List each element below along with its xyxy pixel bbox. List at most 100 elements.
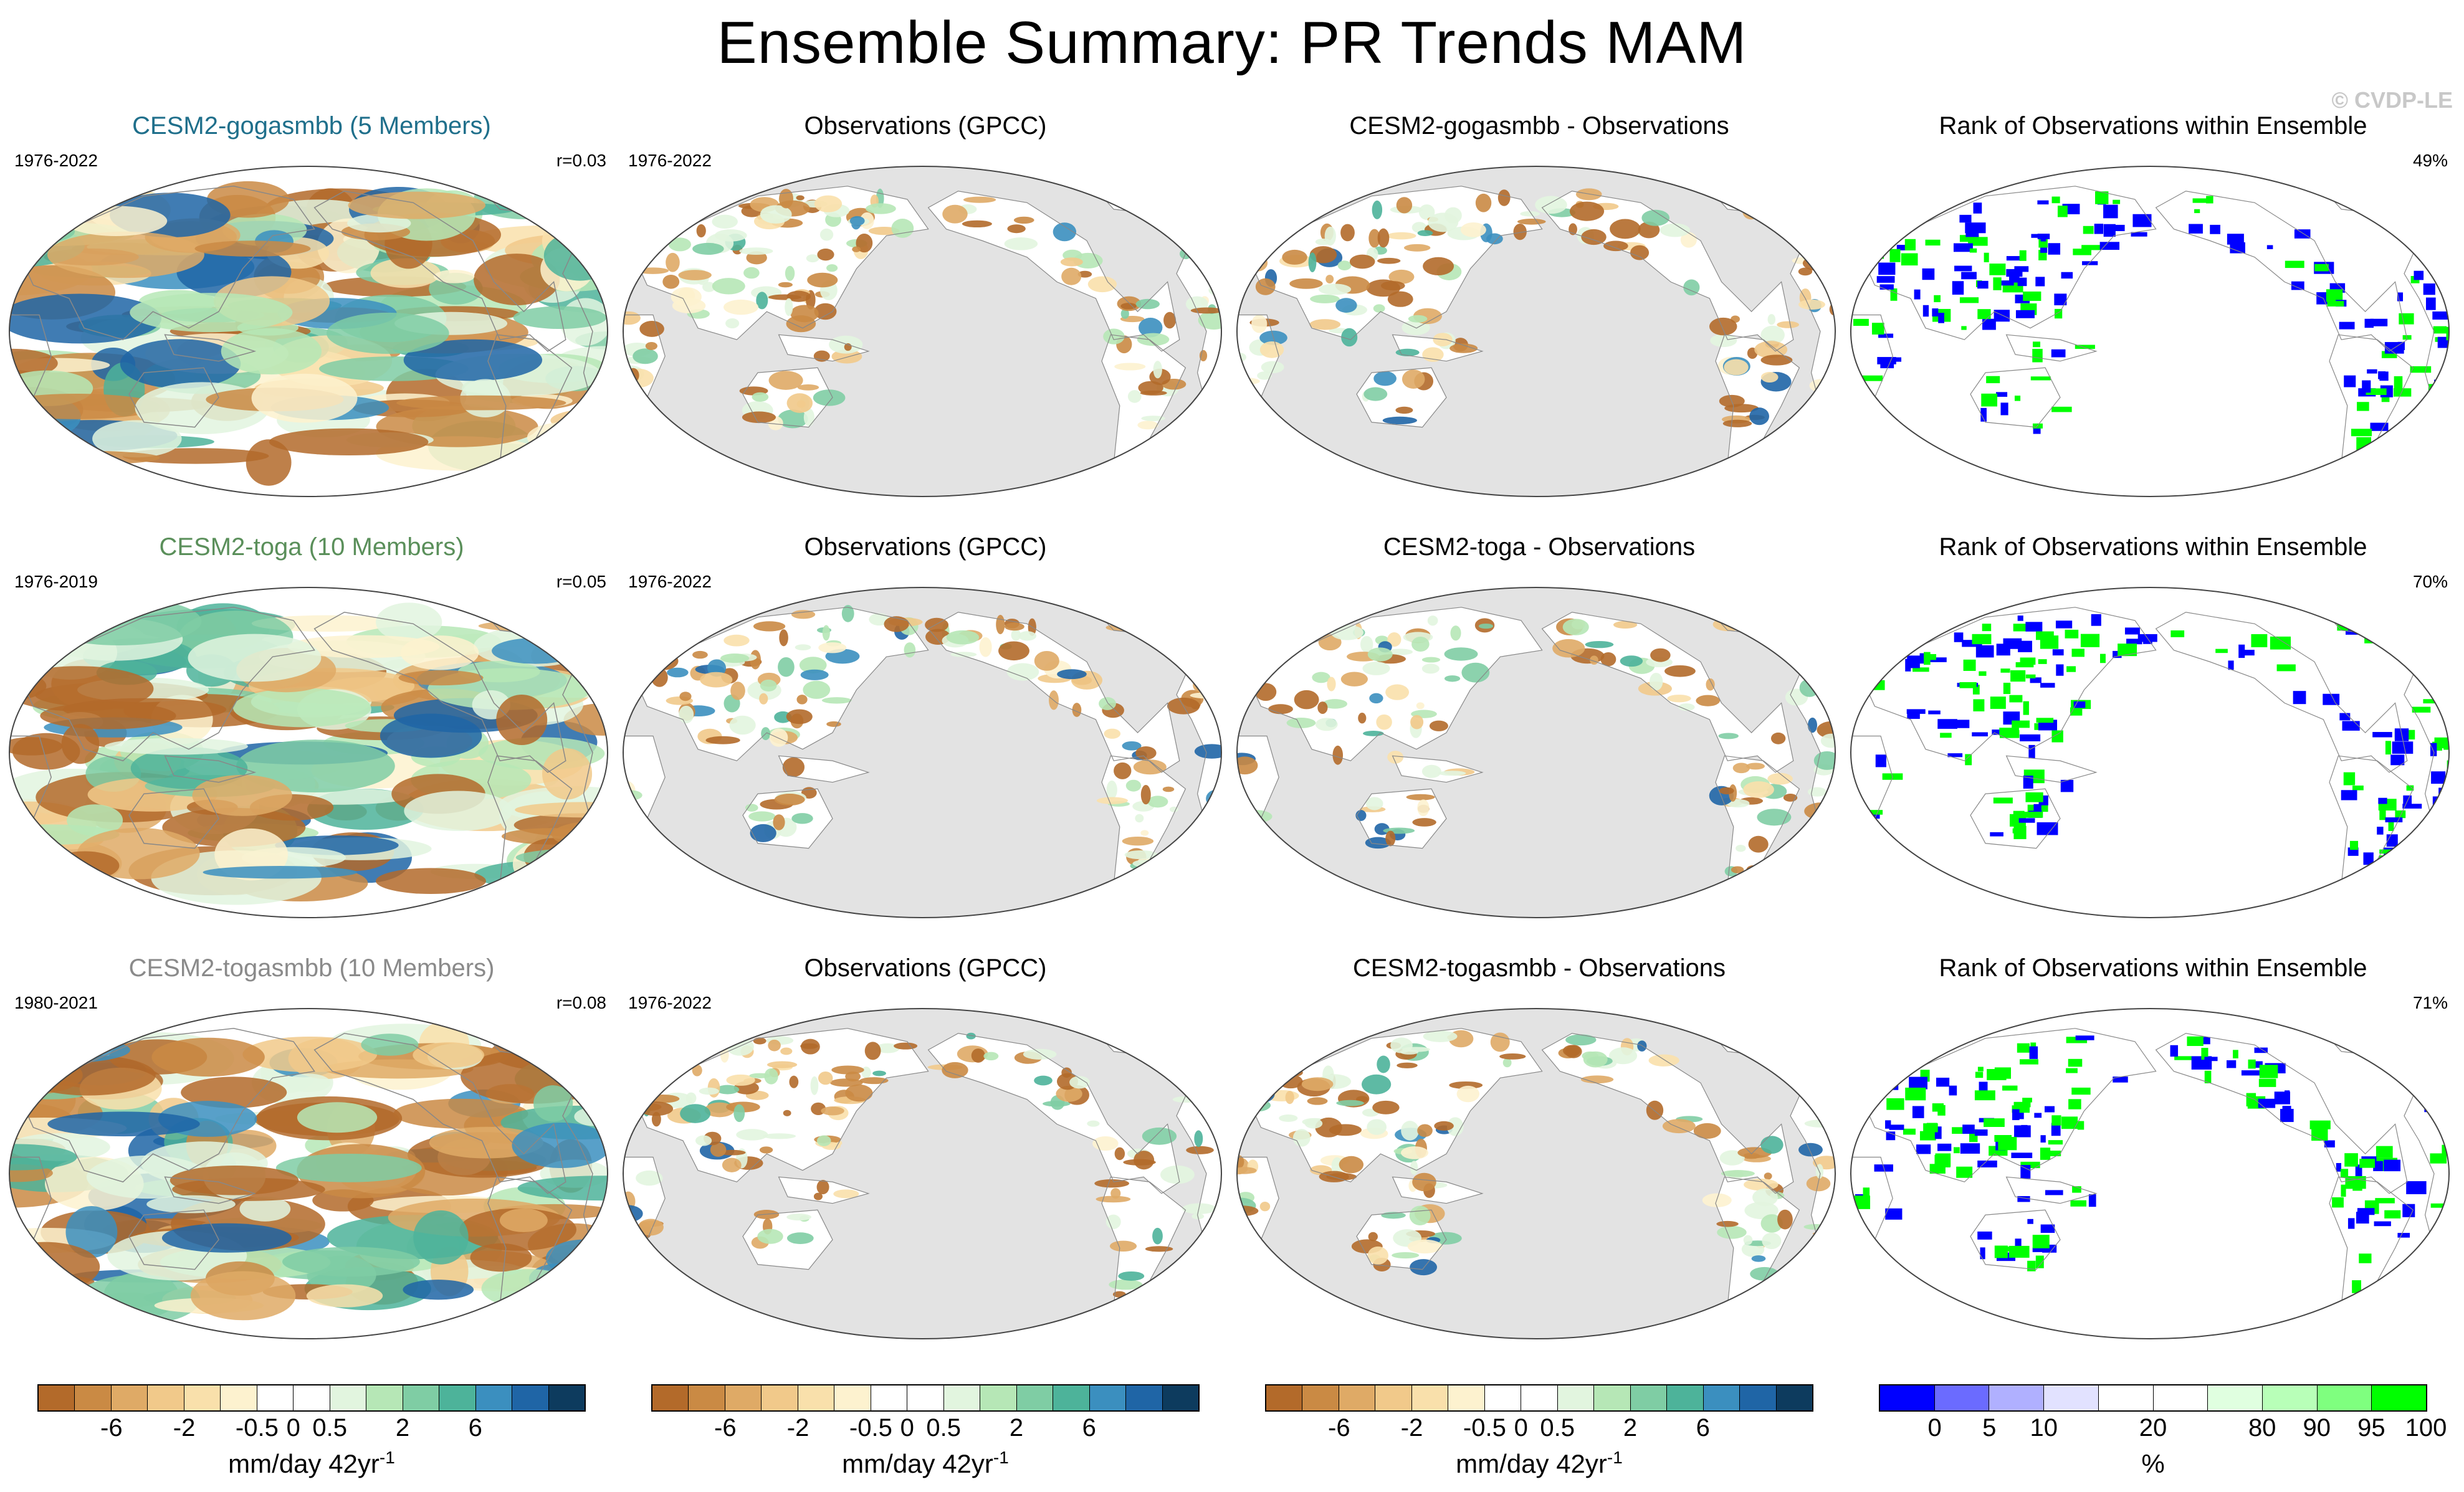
trend-blob bbox=[1608, 1047, 1638, 1065]
colorbar-tick-label: 0 bbox=[286, 1414, 300, 1442]
rank-cell bbox=[2364, 318, 2374, 328]
land-mask bbox=[1542, 191, 1793, 351]
trend-blob bbox=[1777, 321, 1799, 328]
rank-cell bbox=[2327, 301, 2344, 306]
diff-map bbox=[1236, 166, 1836, 497]
obs-map bbox=[623, 166, 1222, 497]
trend-blob bbox=[1428, 212, 1459, 232]
trend-blob bbox=[1710, 334, 1737, 348]
rank-cell bbox=[2020, 1161, 2040, 1169]
rank-cell bbox=[1896, 245, 1911, 250]
rank-cell bbox=[1997, 280, 2014, 286]
trend-blob bbox=[1427, 615, 1438, 626]
colorbar-swatch bbox=[871, 1385, 908, 1410]
rank-cell bbox=[2056, 664, 2064, 676]
trend-blob bbox=[1407, 1239, 1443, 1254]
rank-cell bbox=[2032, 1247, 2051, 1252]
trend-blob bbox=[818, 642, 847, 653]
rank-cell bbox=[2431, 771, 2446, 784]
rank-cell bbox=[2000, 668, 2010, 673]
trend-blob bbox=[1402, 369, 1425, 389]
panel-title: CESM2-gogasmbb (5 Members) bbox=[132, 112, 491, 140]
rank-cell bbox=[1972, 634, 1992, 645]
colorbar-tick-label: -6 bbox=[100, 1414, 123, 1442]
coastline bbox=[1790, 661, 1835, 840]
trend-blob bbox=[1400, 1049, 1419, 1055]
rank-cell bbox=[2088, 1194, 2096, 1207]
rank-cell bbox=[2048, 243, 2061, 255]
trend-blob bbox=[515, 802, 608, 818]
rank-cell bbox=[2023, 701, 2029, 715]
pr-diff-colorbar: -6 -2 -0.5 0 0.5 2 6 mm/day 42yr-1 bbox=[1265, 1384, 1813, 1490]
trend-blob bbox=[1580, 1075, 1614, 1084]
trend-blob bbox=[1259, 341, 1284, 358]
trend-blob bbox=[1286, 717, 1316, 728]
rank-cell bbox=[2206, 196, 2213, 204]
rank-cell bbox=[2204, 1070, 2212, 1083]
trend-blob bbox=[685, 1092, 697, 1105]
trend-blob bbox=[1368, 1232, 1378, 1242]
coastline bbox=[1790, 1082, 1835, 1261]
rank-cell bbox=[2294, 229, 2311, 239]
trend-blob bbox=[725, 318, 740, 329]
trend-blob bbox=[1147, 796, 1168, 808]
colorbar-swatch bbox=[1630, 1385, 1668, 1410]
rank-cell bbox=[2014, 396, 2021, 401]
trend-blob bbox=[1395, 406, 1413, 414]
rank-cell bbox=[2009, 275, 2020, 283]
rank-cell bbox=[2379, 807, 2386, 820]
rank-cell bbox=[2015, 310, 2035, 318]
trend-blob bbox=[1104, 728, 1121, 739]
trend-blob bbox=[1722, 419, 1752, 427]
rank-cell bbox=[2032, 349, 2043, 363]
rank-cell bbox=[1877, 357, 1896, 364]
rank-cell bbox=[2003, 638, 2022, 649]
colorbar-tick-label: 0.5 bbox=[1540, 1414, 1575, 1442]
trend-blob bbox=[774, 793, 805, 806]
rank-cell bbox=[2346, 615, 2367, 622]
rank-cell bbox=[2187, 1036, 2204, 1047]
trend-blob bbox=[1237, 756, 1258, 775]
obs-panel: Observations (GPCC) 1976-2022 bbox=[617, 107, 1234, 506]
trend-blob bbox=[1336, 1100, 1364, 1106]
rank-cell bbox=[2094, 224, 2104, 234]
rank-cell bbox=[2254, 1047, 2268, 1053]
rank-cell bbox=[2032, 423, 2043, 429]
trend-blob bbox=[1200, 242, 1221, 260]
rank-cell bbox=[1937, 1105, 1946, 1116]
rank-cell bbox=[2438, 834, 2449, 846]
rank-cell bbox=[1912, 1106, 1924, 1118]
rank-cell bbox=[2055, 620, 2073, 629]
land-mask bbox=[2006, 335, 2096, 361]
rank-cell bbox=[2040, 1135, 2046, 1143]
trend-blob bbox=[1109, 1279, 1143, 1290]
trend-blob bbox=[1421, 764, 1441, 778]
rank-cell bbox=[2065, 629, 2079, 639]
rank-cell bbox=[1990, 832, 2003, 837]
trend-blob bbox=[1292, 1129, 1311, 1147]
rank-cell bbox=[2397, 1233, 2410, 1238]
rank-cell bbox=[2020, 1165, 2031, 1179]
trend-blob bbox=[1585, 640, 1614, 649]
rank-cell bbox=[2031, 234, 2041, 238]
colorbar-units-label: mm/day 42yr-1 bbox=[37, 1448, 586, 1479]
rank-cell bbox=[2435, 804, 2448, 815]
model-panel: CESM2-togasmbb (10 Members) 1980-2021 r=0.… bbox=[3, 949, 620, 1348]
trend-blob bbox=[347, 214, 411, 233]
trend-blob bbox=[1499, 1053, 1526, 1060]
trend-blob bbox=[1450, 625, 1461, 641]
trend-blob bbox=[1362, 662, 1390, 675]
colorbar-swatch bbox=[439, 1385, 476, 1410]
trend-blob bbox=[637, 1219, 664, 1236]
coastline bbox=[562, 240, 608, 419]
trend-blob bbox=[1092, 1136, 1119, 1151]
trend-blob bbox=[1279, 1114, 1298, 1122]
rank-cell bbox=[2021, 1124, 2028, 1134]
trend-blob bbox=[1377, 228, 1390, 248]
land-mask bbox=[629, 607, 929, 761]
units-text: mm/day 42yr bbox=[842, 1449, 993, 1478]
rank-cell bbox=[2036, 718, 2054, 723]
trend-blob bbox=[819, 228, 834, 241]
coastline bbox=[778, 1176, 870, 1204]
rank-cell bbox=[2436, 386, 2449, 393]
